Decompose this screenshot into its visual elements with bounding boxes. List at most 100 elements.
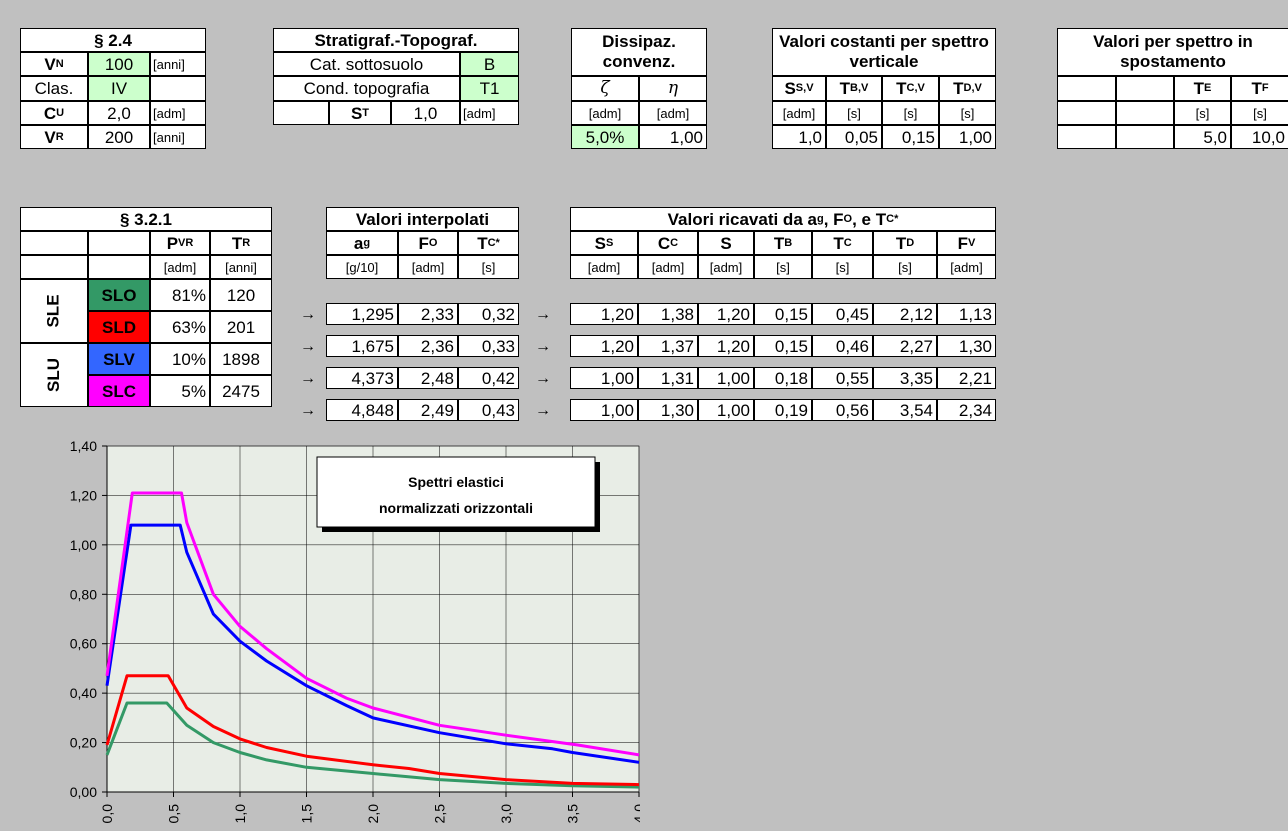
sld-fo: 2,36 [398,335,458,357]
arrow-2a: → [300,338,316,355]
x-tick-label: 2,0 [365,804,381,824]
x-tick-label: 0,5 [166,804,182,824]
cat-sottosuolo-input[interactable]: B [460,52,519,76]
vr-unit: [anni] [150,125,206,149]
slc-fo: 2,49 [398,399,458,421]
y-tick-label: 0,80 [70,586,97,602]
slc-td: 3,54 [873,399,937,421]
s321-empty-1 [20,231,88,255]
slv-ss: 1,00 [570,367,638,389]
cond-topografia-input[interactable]: T1 [460,76,519,101]
te-value: 5,0 [1174,125,1231,149]
tcv-unit: [s] [882,101,939,125]
s-unit: [adm] [698,255,754,279]
y-tick-label: 1,40 [70,438,97,454]
ssv-header: S S,V [772,76,826,101]
x-tick-label: 3,0 [498,804,514,824]
slc-s: 1,00 [698,399,754,421]
slo-td: 2,12 [873,303,937,325]
st-unit: [adm] [460,101,519,125]
s-header: S [698,231,754,255]
tf-unit: [s] [1231,101,1288,125]
s321-title: § 3.2.1 [20,207,272,231]
arrow-4b: → [535,402,551,419]
slu-label: SLU [20,343,88,407]
tf-empty-4 [1116,101,1174,125]
pvr-header: P VR [150,231,210,255]
tf-empty-2 [1116,76,1174,101]
tc-star-unit: [s] [458,255,519,279]
interpolati-title: Valori interpolati [326,207,519,231]
eta-unit: [adm] [639,101,707,125]
sld-tb: 0,15 [754,335,812,357]
te-unit: [s] [1174,101,1231,125]
td-unit: [s] [873,255,937,279]
tdv-unit: [s] [939,101,996,125]
slo-tc: 0,32 [458,303,519,325]
slc-pvr: 5% [150,375,210,407]
y-tick-label: 0,00 [70,784,97,800]
tcv-header: T C,V [882,76,939,101]
x-tick-label: 1,0 [232,804,248,824]
y-tick-label: 1,00 [70,537,97,553]
tf-empty-6 [1116,125,1174,149]
slo-ss: 1,20 [570,303,638,325]
y-tick-label: 1,20 [70,487,97,503]
series-line-2 [105,523,640,764]
series-line-1 [105,674,640,787]
sld-fv: 1,30 [937,335,996,357]
chart-title-line1: Spettri elastici [408,474,504,490]
y-tick-label: 0,40 [70,685,97,701]
slo-cc: 1,38 [638,303,698,325]
x-tick-label: 4,0 [631,804,640,824]
tf-empty-1 [1057,76,1116,101]
slc-tc2: 0,56 [812,399,873,421]
state-sld: SLD [88,311,150,343]
ss-unit: [adm] [570,255,638,279]
sld-tc: 0,33 [458,335,519,357]
zeta-input[interactable]: 5,0% [571,125,639,149]
cc-unit: [adm] [638,255,698,279]
slc-tb: 0,19 [754,399,812,421]
arrow-3b: → [535,370,551,387]
eta-value: 1,00 [639,125,707,149]
slv-tr: 1898 [210,343,272,375]
s24-title: § 2.4 [20,28,206,52]
st-value: 1,0 [391,101,460,125]
x-tick-label: 1,5 [299,804,315,824]
tf-empty-5 [1057,125,1116,149]
slc-ss: 1,00 [570,399,638,421]
y-tick-label: 0,60 [70,636,97,652]
dissipaz-title: Dissipaz. convenz. [571,28,707,76]
tb-unit: [s] [754,255,812,279]
sld-tc2: 0,46 [812,335,873,357]
cu-value: 2,0 [88,101,150,125]
arrow-1b: → [535,306,551,323]
tf-empty-3 [1057,101,1116,125]
clas-unit [150,76,206,101]
slo-tc2: 0,45 [812,303,873,325]
st-empty [273,101,329,125]
s321-empty-4 [88,255,150,279]
tbv-value: 0,05 [826,125,882,149]
eta-label: η [639,76,707,101]
slv-tb: 0,18 [754,367,812,389]
slv-tc2: 0,55 [812,367,873,389]
sld-pvr: 63% [150,311,210,343]
slv-fv: 2,21 [937,367,996,389]
clas-input[interactable]: IV [88,76,150,101]
slv-cc: 1,31 [638,367,698,389]
state-slc: SLC [88,375,150,407]
vn-input[interactable]: 100 [88,52,150,76]
tc-unit: [s] [812,255,873,279]
fo-unit: [adm] [398,255,458,279]
slv-fo: 2,48 [398,367,458,389]
slo-tr: 120 [210,279,272,311]
slo-s: 1,20 [698,303,754,325]
y-tick-label: 0,20 [70,735,97,751]
